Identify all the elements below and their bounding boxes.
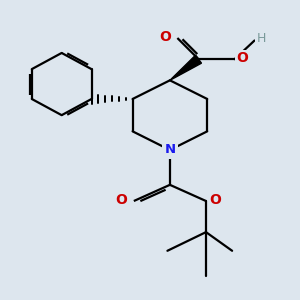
Polygon shape bbox=[170, 55, 202, 80]
Text: O: O bbox=[160, 30, 171, 44]
Text: O: O bbox=[209, 193, 221, 207]
Text: H: H bbox=[257, 32, 266, 44]
Text: O: O bbox=[116, 193, 127, 207]
Text: O: O bbox=[236, 51, 248, 65]
Text: N: N bbox=[164, 143, 175, 157]
